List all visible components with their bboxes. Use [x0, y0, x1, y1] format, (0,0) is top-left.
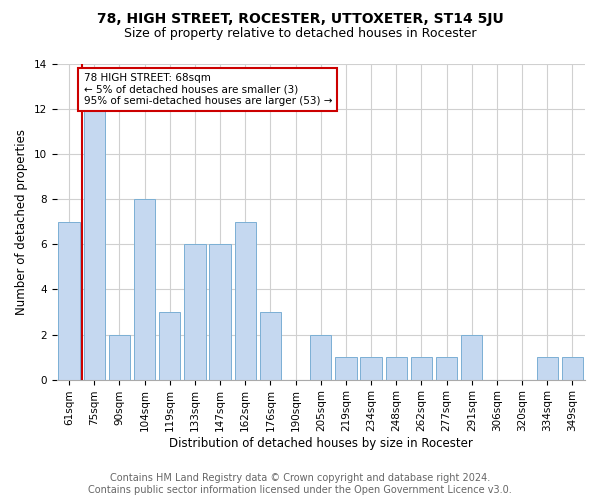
- Bar: [536, 357, 558, 380]
- X-axis label: Distribution of detached houses by size in Rocester: Distribution of detached houses by size …: [169, 437, 473, 450]
- Bar: [159, 312, 181, 380]
- Bar: [83, 109, 105, 380]
- Bar: [386, 357, 407, 380]
- Bar: [184, 244, 206, 380]
- Bar: [310, 334, 331, 380]
- Bar: [109, 334, 130, 380]
- Bar: [134, 200, 155, 380]
- Bar: [436, 357, 457, 380]
- Text: Size of property relative to detached houses in Rocester: Size of property relative to detached ho…: [124, 28, 476, 40]
- Bar: [461, 334, 482, 380]
- Bar: [361, 357, 382, 380]
- Bar: [411, 357, 432, 380]
- Bar: [235, 222, 256, 380]
- Text: 78 HIGH STREET: 68sqm
← 5% of detached houses are smaller (3)
95% of semi-detach: 78 HIGH STREET: 68sqm ← 5% of detached h…: [84, 73, 332, 106]
- Bar: [209, 244, 231, 380]
- Text: Contains HM Land Registry data © Crown copyright and database right 2024.
Contai: Contains HM Land Registry data © Crown c…: [88, 474, 512, 495]
- Text: 78, HIGH STREET, ROCESTER, UTTOXETER, ST14 5JU: 78, HIGH STREET, ROCESTER, UTTOXETER, ST…: [97, 12, 503, 26]
- Y-axis label: Number of detached properties: Number of detached properties: [15, 129, 28, 315]
- Bar: [335, 357, 356, 380]
- Bar: [562, 357, 583, 380]
- Bar: [58, 222, 80, 380]
- Bar: [260, 312, 281, 380]
